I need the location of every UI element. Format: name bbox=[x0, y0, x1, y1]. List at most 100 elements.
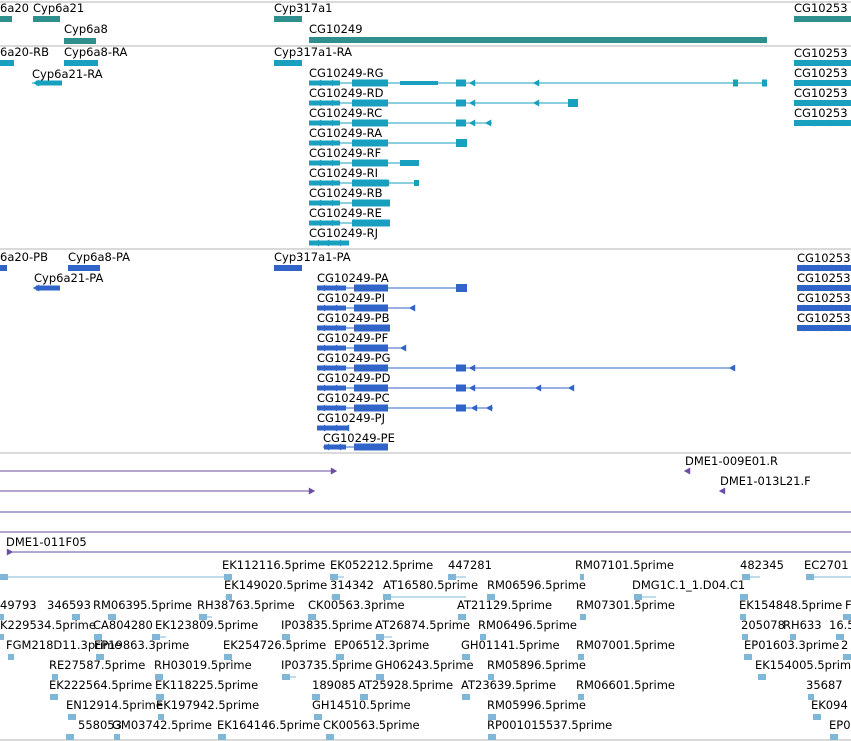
est-label[interactable]: GH01141.5prime bbox=[461, 638, 560, 652]
exon-block[interactable] bbox=[352, 79, 388, 87]
exon-block[interactable] bbox=[400, 160, 419, 166]
est-block[interactable] bbox=[50, 694, 58, 700]
est-label[interactable]: K229534.5prime bbox=[0, 618, 96, 632]
est-label[interactable]: EK118225.5prime bbox=[155, 678, 258, 692]
transcript-label[interactable]: CG10249-RA bbox=[309, 126, 382, 140]
transcript-label[interactable]: CG10249-RC bbox=[309, 106, 382, 120]
exon-block[interactable] bbox=[354, 443, 388, 451]
exon-block[interactable] bbox=[456, 119, 466, 127]
est-block[interactable] bbox=[578, 654, 584, 660]
protein-label[interactable]: CG10249-PA bbox=[317, 271, 389, 285]
est-block[interactable] bbox=[836, 634, 844, 640]
transcript-label[interactable]: Cyp6a8-RA bbox=[64, 45, 127, 59]
est-label[interactable]: GH14510.5prime bbox=[312, 698, 411, 712]
transcript-label[interactable]: CG10249-RI bbox=[309, 166, 378, 180]
exon-block[interactable] bbox=[36, 285, 60, 291]
exon-block[interactable] bbox=[354, 364, 388, 372]
est-label[interactable]: IP03835.5prime bbox=[281, 618, 372, 632]
exon-block[interactable] bbox=[352, 179, 388, 187]
exon-block[interactable] bbox=[352, 99, 388, 107]
protein-label[interactable]: CG10253 bbox=[797, 251, 851, 265]
est-label[interactable]: EP01603.3prime bbox=[744, 638, 839, 652]
est-block[interactable] bbox=[0, 614, 4, 620]
est-label[interactable]: GH06243.5prime bbox=[375, 658, 474, 672]
est-label[interactable]: AT26874.5prime bbox=[375, 618, 470, 632]
exon-block[interactable] bbox=[797, 285, 851, 291]
est-block[interactable] bbox=[308, 614, 316, 620]
est-block[interactable] bbox=[68, 714, 76, 720]
est-label[interactable]: EK123809.5prime bbox=[155, 618, 258, 632]
est-block[interactable] bbox=[790, 634, 796, 640]
exon-block[interactable] bbox=[309, 200, 340, 206]
gene-block[interactable] bbox=[309, 37, 767, 43]
est-label[interactable]: RM07301.5prime bbox=[576, 598, 675, 612]
est-label[interactable]: 558053 bbox=[78, 718, 122, 732]
exon-block[interactable] bbox=[400, 81, 438, 85]
est-label[interactable]: EK254726.5prime bbox=[223, 638, 326, 652]
est-block[interactable] bbox=[634, 594, 642, 600]
protein-label[interactable]: CG10253 bbox=[797, 311, 851, 325]
est-block[interactable] bbox=[314, 714, 322, 720]
protein-label[interactable]: Cyp6a8-PA bbox=[68, 250, 130, 264]
exon-block[interactable] bbox=[309, 100, 340, 106]
est-label[interactable]: 2 bbox=[841, 638, 848, 652]
exon-block[interactable] bbox=[352, 199, 390, 207]
protein-block[interactable] bbox=[274, 265, 302, 271]
est-block[interactable] bbox=[114, 734, 120, 740]
transcript-label[interactable]: CG10253 bbox=[794, 86, 848, 100]
exon-block[interactable] bbox=[309, 180, 340, 186]
est-block[interactable] bbox=[376, 634, 384, 640]
est-block[interactable] bbox=[72, 614, 80, 620]
gene-block[interactable] bbox=[274, 16, 302, 22]
exon-block[interactable] bbox=[456, 364, 466, 372]
est-block[interactable] bbox=[458, 614, 466, 620]
est-block[interactable] bbox=[580, 574, 584, 580]
exon-block[interactable] bbox=[36, 80, 62, 86]
est-label[interactable]: EK052212.5prime bbox=[330, 558, 433, 572]
est-block[interactable] bbox=[813, 714, 821, 720]
est-label[interactable]: GM03742.5prime bbox=[112, 718, 212, 732]
est-block[interactable] bbox=[52, 674, 58, 680]
protein-label[interactable]: CG10249-PJ bbox=[317, 411, 385, 425]
est-block[interactable] bbox=[488, 674, 494, 680]
transcript-label[interactable]: CG10249-RD bbox=[309, 86, 384, 100]
est-label[interactable]: RM06496.5prime bbox=[478, 618, 577, 632]
est-label[interactable]: EK197942.5prime bbox=[156, 698, 259, 712]
transcript-label[interactable]: CG10249-RE bbox=[309, 206, 382, 220]
exon-block[interactable] bbox=[456, 139, 467, 147]
exon-block[interactable] bbox=[354, 284, 388, 292]
est-label[interactable]: AT21129.5prime bbox=[457, 598, 552, 612]
protein-label[interactable]: CG10249-PI bbox=[317, 291, 385, 305]
est-block[interactable] bbox=[488, 734, 496, 740]
transcript-label[interactable]: CG10249-RG bbox=[309, 66, 384, 80]
est-block[interactable] bbox=[462, 694, 470, 700]
gene-label[interactable]: 6a20 bbox=[0, 1, 29, 15]
transcript-label[interactable]: CG10253 bbox=[794, 46, 848, 60]
exon-block[interactable] bbox=[309, 140, 340, 146]
est-label[interactable]: EK112116.5prime bbox=[222, 558, 325, 572]
est-label[interactable]: RM05996.5prime bbox=[487, 698, 586, 712]
est-label[interactable]: AT16580.5prime bbox=[383, 578, 478, 592]
exon-block[interactable] bbox=[733, 79, 738, 87]
exon-block[interactable] bbox=[354, 384, 388, 392]
est-block[interactable] bbox=[843, 614, 851, 620]
est-label[interactable]: 482345 bbox=[740, 558, 784, 572]
est-block[interactable] bbox=[376, 674, 384, 680]
protein-label[interactable]: CG10249-PF bbox=[317, 331, 388, 345]
est-label[interactable]: EK094 bbox=[811, 698, 848, 712]
est-label[interactable]: RE27587.5prime bbox=[49, 658, 145, 672]
est-label[interactable]: EK154005.5prime bbox=[755, 658, 851, 672]
est-block[interactable] bbox=[740, 594, 748, 600]
est-label[interactable]: EK154848.5prime bbox=[739, 598, 842, 612]
est-block[interactable] bbox=[580, 614, 586, 620]
est-label[interactable]: RM05896.5prime bbox=[487, 658, 586, 672]
exon-block[interactable] bbox=[309, 80, 340, 86]
gene-block[interactable] bbox=[64, 38, 96, 44]
est-label[interactable]: RH633 bbox=[783, 618, 822, 632]
est-label[interactable]: RM07101.5prime bbox=[575, 558, 674, 572]
est-label[interactable]: IP03735.5prime bbox=[281, 658, 372, 672]
est-label[interactable]: 346593 bbox=[47, 598, 91, 612]
exon-block[interactable] bbox=[352, 219, 390, 227]
gene-block[interactable] bbox=[0, 16, 12, 22]
est-label[interactable]: 49793 bbox=[0, 598, 37, 612]
